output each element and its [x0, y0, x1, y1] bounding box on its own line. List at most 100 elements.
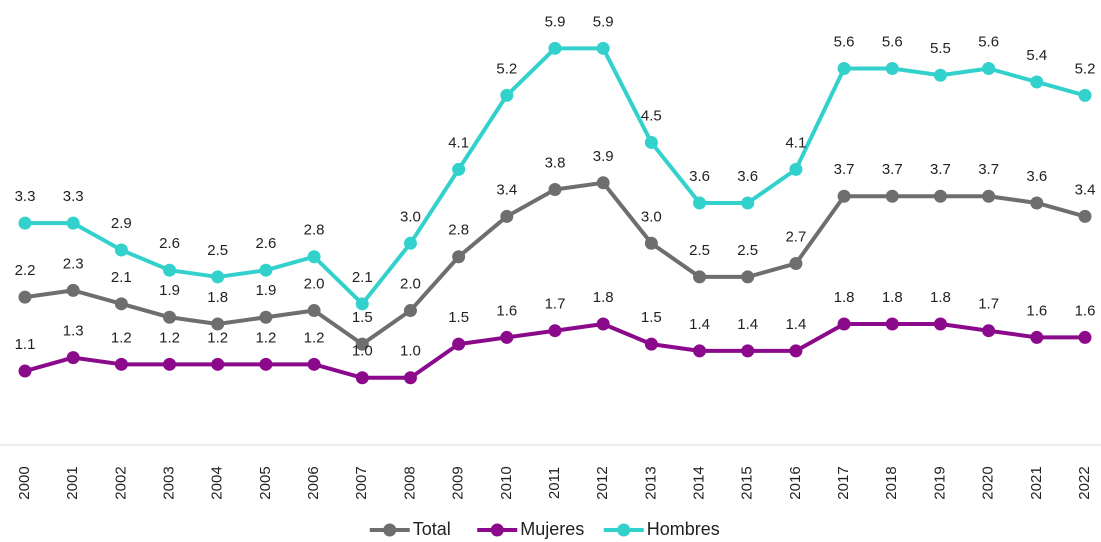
point	[982, 189, 996, 203]
point	[933, 68, 947, 82]
point	[596, 176, 610, 190]
data-label: 3.8	[545, 154, 566, 171]
data-label: 2.6	[159, 235, 180, 252]
data-label: 5.6	[978, 33, 999, 50]
point	[114, 297, 128, 311]
point	[500, 88, 514, 102]
data-label: 1.8	[882, 289, 903, 306]
data-label: 2.5	[737, 242, 758, 259]
x-tick-label: 2008	[401, 466, 418, 499]
point	[741, 344, 755, 358]
data-label: 5.4	[1026, 47, 1047, 64]
data-label: 2.2	[15, 262, 36, 279]
point	[837, 62, 851, 76]
series-line	[25, 46, 1086, 306]
x-tick-label: 2007	[353, 466, 370, 499]
x-tick-label: 2010	[498, 466, 515, 499]
data-label: 1.9	[255, 282, 276, 299]
legend-marker	[383, 523, 397, 537]
data-label: 3.4	[496, 181, 517, 198]
point	[403, 236, 417, 250]
data-label: 3.0	[400, 208, 421, 225]
data-label: 4.1	[785, 134, 806, 151]
data-label: 5.2	[1075, 60, 1096, 77]
legend-marker	[617, 523, 631, 537]
x-tick-label: 2022	[1076, 466, 1093, 499]
legend-label: Hombres	[647, 519, 720, 539]
point	[500, 209, 514, 223]
data-label: 1.6	[1075, 302, 1096, 319]
x-tick-label: 2011	[546, 467, 563, 499]
point	[355, 337, 369, 351]
data-label: 1.1	[15, 336, 36, 353]
data-label: 5.9	[545, 13, 566, 30]
point	[644, 135, 658, 149]
data-label: 1.2	[159, 329, 180, 346]
data-label: 3.4	[1075, 181, 1096, 198]
data-label: 1.0	[400, 343, 421, 360]
data-label: 2.9	[111, 215, 132, 232]
x-tick-label: 2014	[691, 466, 708, 499]
point	[693, 270, 707, 284]
data-label: 2.3	[63, 255, 84, 272]
data-label: 2.0	[400, 276, 421, 293]
data-label: 1.8	[930, 289, 951, 306]
point	[1078, 209, 1092, 223]
data-label: 2.0	[304, 276, 325, 293]
data-label: 1.6	[1026, 302, 1047, 319]
point	[1030, 330, 1044, 344]
point	[548, 324, 562, 338]
legend-label: Mujeres	[520, 519, 584, 539]
point	[885, 317, 899, 331]
x-tick-label: 2019	[931, 466, 948, 499]
point	[548, 41, 562, 55]
point	[355, 371, 369, 385]
data-label: 1.4	[689, 316, 710, 333]
point	[307, 357, 321, 371]
data-label: 2.8	[304, 222, 325, 239]
point	[403, 371, 417, 385]
data-label: 1.0	[352, 343, 373, 360]
data-label: 1.2	[207, 329, 228, 346]
data-label: 1.5	[352, 309, 373, 326]
data-label: 1.6	[496, 302, 517, 319]
x-tick-label: 2015	[739, 466, 756, 499]
point	[452, 250, 466, 264]
point	[211, 357, 225, 371]
point	[211, 270, 225, 284]
data-label: 3.0	[641, 208, 662, 225]
data-label: 1.5	[641, 309, 662, 326]
x-tick-label: 2013	[642, 466, 659, 499]
data-label: 1.2	[304, 329, 325, 346]
x-tick-label: 2017	[835, 466, 852, 499]
x-tick-label: 2003	[161, 466, 178, 499]
point	[885, 189, 899, 203]
data-label: 3.7	[930, 161, 951, 178]
point	[307, 250, 321, 264]
data-label: 2.1	[352, 269, 373, 286]
point	[500, 330, 514, 344]
data-label: 3.6	[1026, 168, 1047, 185]
data-label: 4.1	[448, 134, 469, 151]
point	[837, 317, 851, 331]
point	[644, 236, 658, 250]
point	[355, 297, 369, 311]
point	[163, 310, 177, 324]
point	[163, 263, 177, 277]
data-label: 3.3	[63, 188, 84, 205]
data-label: 3.3	[15, 188, 36, 205]
data-label: 1.8	[593, 289, 614, 306]
point	[548, 183, 562, 197]
data-label: 5.9	[593, 13, 614, 30]
data-label: 2.5	[689, 242, 710, 259]
x-tick-label: 2002	[112, 466, 129, 499]
data-label: 4.5	[641, 107, 662, 124]
data-label: 2.8	[448, 222, 469, 239]
point	[18, 290, 32, 304]
data-label: 5.5	[930, 40, 951, 57]
point	[741, 196, 755, 210]
data-label: 1.4	[785, 316, 806, 333]
data-label: 1.4	[737, 316, 758, 333]
point	[596, 317, 610, 331]
